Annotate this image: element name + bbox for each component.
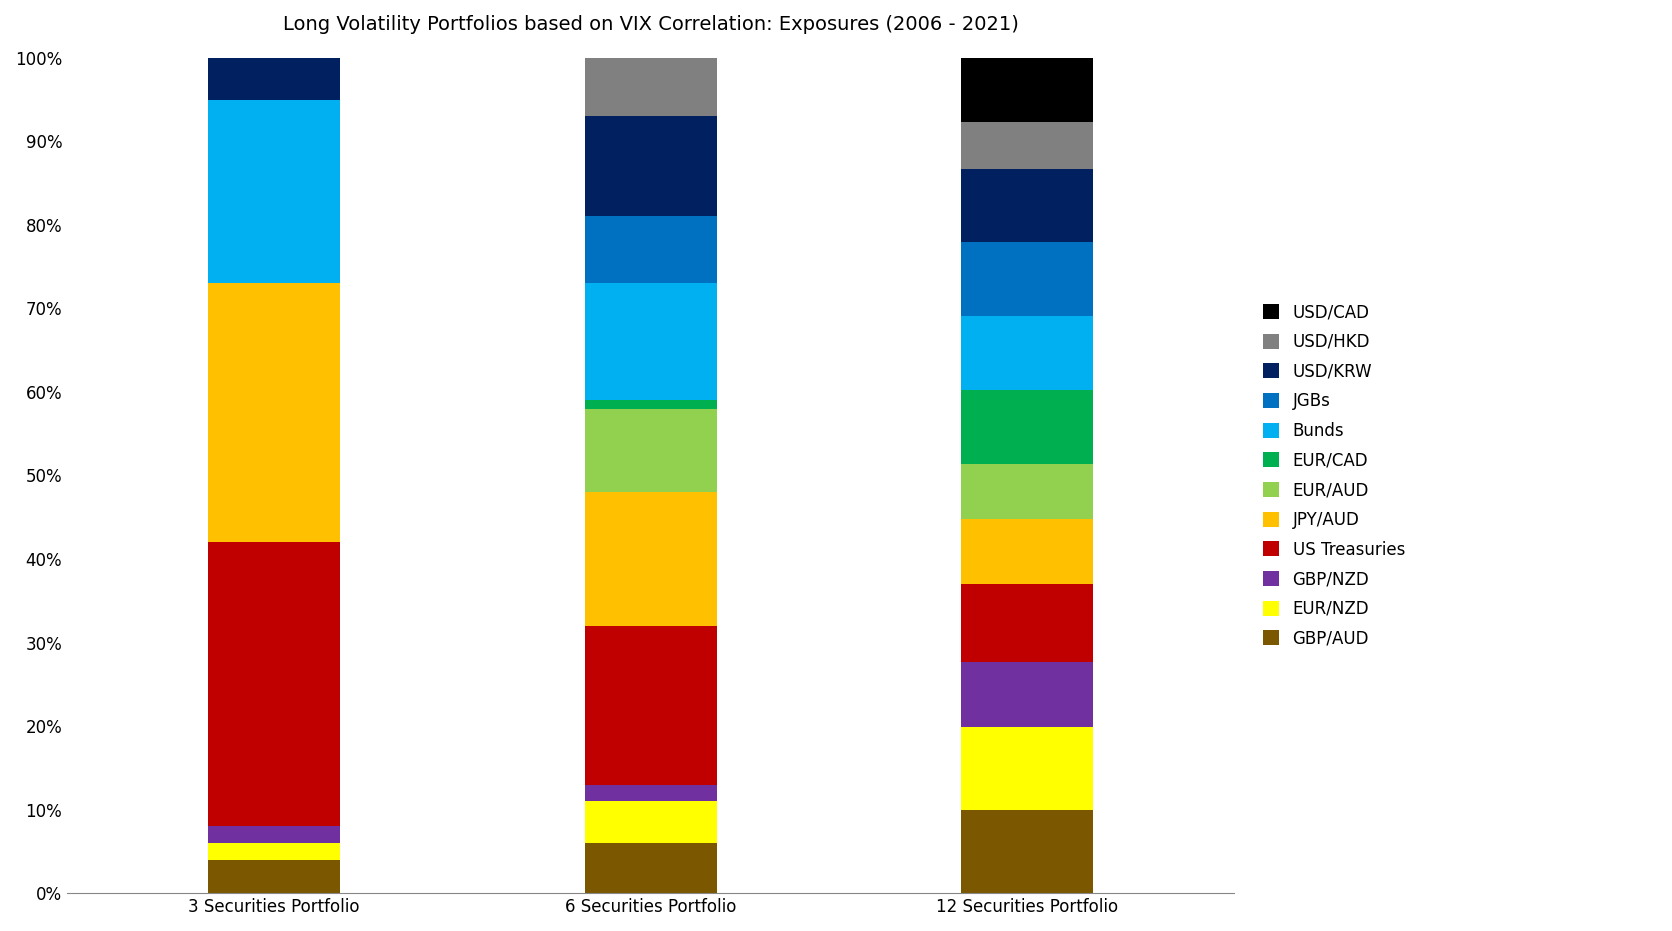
Bar: [961, 662, 1093, 727]
Title: Long Volatility Portfolios based on VIX Correlation: Exposures (2006 - 2021): Long Volatility Portfolios based on VIX …: [283, 15, 1018, 34]
Bar: [585, 626, 717, 785]
Bar: [961, 519, 1093, 584]
Bar: [585, 283, 717, 400]
Bar: [585, 785, 717, 802]
Bar: [209, 843, 339, 859]
Bar: [961, 58, 1093, 122]
Bar: [209, 58, 339, 100]
Bar: [961, 317, 1093, 390]
Bar: [209, 859, 339, 893]
Bar: [585, 58, 717, 116]
Bar: [961, 727, 1093, 810]
Bar: [585, 217, 717, 283]
Bar: [961, 464, 1093, 519]
Bar: [585, 802, 717, 843]
Bar: [209, 827, 339, 843]
Bar: [961, 122, 1093, 169]
Bar: [585, 843, 717, 893]
Bar: [209, 283, 339, 542]
Bar: [585, 492, 717, 626]
Bar: [209, 100, 339, 283]
Bar: [209, 542, 339, 827]
Bar: [585, 400, 717, 409]
Bar: [961, 242, 1093, 317]
Bar: [961, 584, 1093, 662]
Bar: [961, 169, 1093, 242]
Legend: USD/CAD, USD/HKD, USD/KRW, JGBs, Bunds, EUR/CAD, EUR/AUD, JPY/AUD, US Treasuries: USD/CAD, USD/HKD, USD/KRW, JGBs, Bunds, …: [1254, 295, 1413, 656]
Bar: [961, 810, 1093, 893]
Bar: [585, 409, 717, 492]
Bar: [961, 390, 1093, 464]
Bar: [585, 116, 717, 217]
